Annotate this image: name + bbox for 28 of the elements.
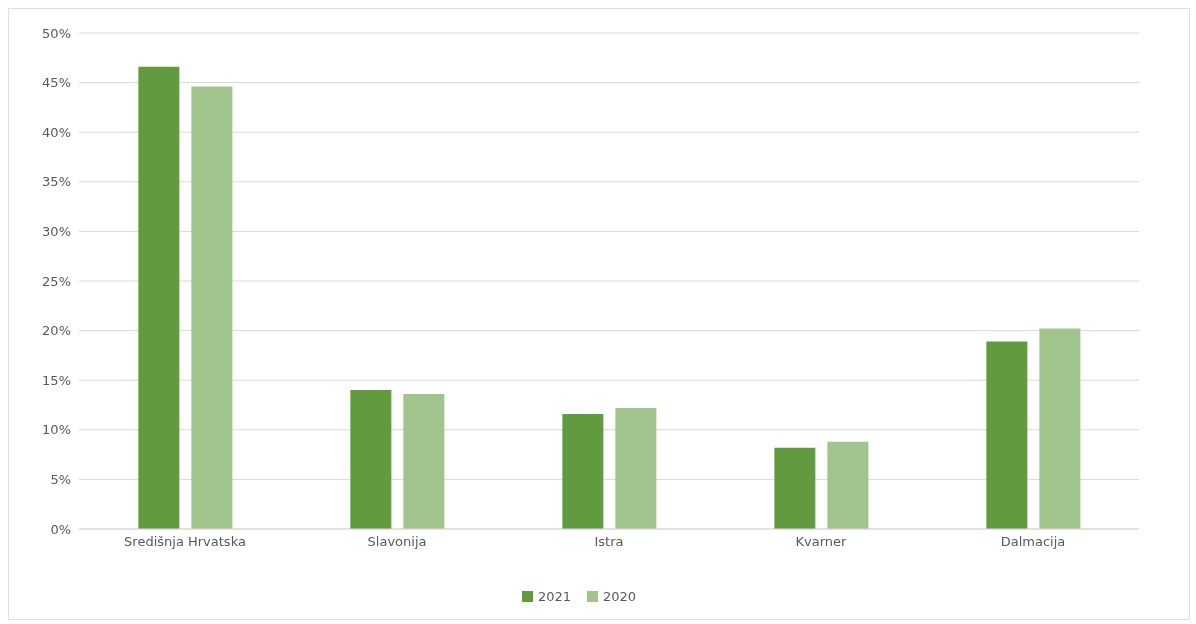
x-tick-label: Dalmacija [1000,534,1066,550]
y-tick-label: 5% [50,472,71,488]
legend-label: 2021 [537,589,571,604]
y-tick-label: 0% [50,521,71,537]
y-tick-label: 15% [42,372,71,388]
bar [350,390,392,529]
bar [615,407,657,529]
bar [986,341,1028,529]
x-tick-label: Slavonija [367,534,427,550]
bar [138,66,180,529]
y-tick-label: 30% [42,224,71,240]
y-tick-label: 25% [42,273,71,289]
y-tick-label: 10% [42,422,71,438]
y-tick-label: 45% [42,75,71,91]
y-tick-label: 50% [42,25,71,41]
x-tick-label: Središnja Hrvatska [124,534,246,550]
y-tick-label: 20% [42,323,71,339]
legend-label: 2020 [603,589,637,604]
bar [403,394,445,529]
y-tick-label: 35% [42,174,71,190]
bar [562,413,604,529]
bar [774,447,816,529]
y-tick-label: 40% [42,124,71,140]
x-tick-label: Istra [594,534,624,550]
bar [1039,328,1081,529]
bar [827,441,869,529]
x-tick-label: Kvarner [795,534,848,550]
bar [191,86,233,529]
